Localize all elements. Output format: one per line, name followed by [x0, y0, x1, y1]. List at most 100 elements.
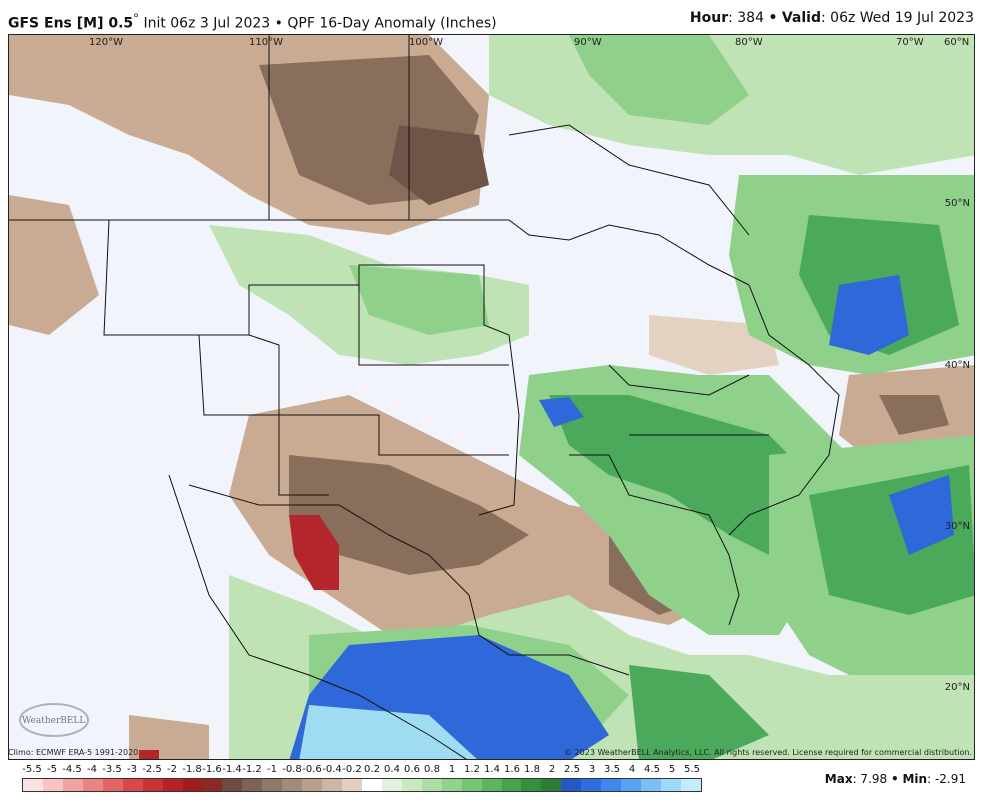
scale-swatch	[82, 779, 103, 791]
scale-label: 0.2	[364, 764, 380, 775]
max-min-stats: Max: 7.98 • Min: -2.91	[825, 772, 966, 786]
scale-label: 3.5	[604, 764, 620, 775]
title-bullet: •	[274, 15, 283, 32]
scale-swatch	[621, 779, 642, 791]
scale-label: 2.5	[564, 764, 580, 775]
scale-label: -0.2	[342, 764, 362, 775]
scale-swatch	[680, 779, 701, 791]
product-name: QPF 16-Day Anomaly (Inches)	[287, 15, 497, 32]
scale-label: 0.4	[384, 764, 400, 775]
scale-swatch	[302, 779, 323, 791]
scale-swatch	[322, 779, 342, 791]
scale-label: 2	[548, 764, 556, 775]
scale-swatch	[242, 779, 263, 791]
scale-swatch	[282, 779, 303, 791]
max-value: : 7.98	[852, 772, 888, 786]
scale-label: -4	[87, 764, 97, 775]
scale-swatch	[461, 779, 482, 791]
boundaries	[9, 35, 840, 759]
scale-label: -5.5	[22, 764, 42, 775]
scale-swatch	[62, 779, 83, 791]
scale-label: -3	[127, 764, 137, 775]
degree-symbol: °	[133, 11, 139, 25]
logo-text: WeatherBELL	[22, 716, 85, 726]
anomaly-map: 120°W 110°W 100°W 90°W 80°W 70°W 60°N 50…	[8, 34, 975, 760]
valid-bullet: •	[768, 10, 778, 26]
scale-swatch	[581, 779, 602, 791]
stats-bullet: •	[890, 772, 899, 786]
scale-label: 0.6	[404, 764, 420, 775]
scale-label: -1.4	[222, 764, 242, 775]
lon-label-110w: 110°W	[249, 37, 283, 48]
scale-labels: -5.5 -5 -4.5 -4 -3.5 -3 -2.5 -2 -1.8 -1.6 -1.4 -1.2…	[22, 764, 702, 776]
scale-label: 1.2	[464, 764, 480, 775]
scale-swatch	[162, 779, 183, 791]
lon-label-80w: 80°W	[735, 37, 763, 48]
scale-swatch	[361, 779, 382, 791]
scale-swatch	[122, 779, 143, 791]
scale-swatch	[601, 779, 622, 791]
scale-label: -1.2	[242, 764, 262, 775]
scale-swatch	[262, 779, 283, 791]
scale-swatch	[421, 779, 442, 791]
lat-label-60n: 60°N	[944, 37, 970, 48]
scale-label: 5.5	[684, 764, 700, 775]
scale-bar	[22, 778, 702, 792]
lon-label-120w: 120°W	[89, 37, 123, 48]
scale-swatch	[521, 779, 542, 791]
scale-label: -3.5	[102, 764, 122, 775]
scale-label: -4.5	[62, 764, 82, 775]
scale-swatch	[102, 779, 123, 791]
scale-swatch	[661, 779, 681, 791]
scale-label: -1.6	[202, 764, 222, 775]
scale-label: -1	[267, 764, 277, 775]
hour-label: Hour	[689, 10, 729, 26]
scale-swatch	[23, 779, 43, 791]
scale-swatch	[501, 779, 522, 791]
min-label: Min	[902, 772, 928, 786]
scale-swatch	[441, 779, 462, 791]
valid-value: : 06z Wed 19 Jul 2023	[821, 10, 974, 26]
scale-swatch	[401, 779, 422, 791]
scale-swatch	[42, 779, 63, 791]
lat-label-20n: 20°N	[944, 682, 970, 693]
scale-swatch	[381, 779, 402, 791]
color-scale: -5.5 -5 -4.5 -4 -3.5 -3 -2.5 -2 -1.8 -1.6 -1.4 -1.2…	[22, 764, 702, 794]
lat-label-30n: 30°N	[944, 521, 970, 532]
scale-label: 1.6	[504, 764, 520, 775]
scale-label: -1.8	[182, 764, 202, 775]
weatherbell-logo: WeatherBELL	[19, 703, 89, 737]
scale-label: -2	[167, 764, 177, 775]
scale-label: -5	[47, 764, 57, 775]
scale-swatch	[182, 779, 203, 791]
scale-label: 3	[588, 764, 596, 775]
scale-label: 0.8	[424, 764, 440, 775]
scale-label: 4.5	[644, 764, 660, 775]
scale-label: -2.5	[142, 764, 162, 775]
scale-label: 1.4	[484, 764, 500, 775]
valid-label: Valid	[781, 10, 821, 26]
lon-label-100w: 100°W	[409, 37, 443, 48]
scale-swatch	[142, 779, 163, 791]
heavy-rain-areas	[289, 275, 954, 759]
max-label: Max	[824, 772, 853, 786]
scale-swatch	[561, 779, 582, 791]
copyright-note: © 2023 WeatherBELL Analytics, LLC. All r…	[564, 748, 972, 757]
min-value: : -2.91	[927, 772, 966, 786]
lat-label-50n: 50°N	[944, 198, 970, 209]
scale-label: -0.6	[302, 764, 322, 775]
map-title: GFS Ens [M] 0.5° Init 06z 3 Jul 2023 • Q…	[8, 10, 497, 32]
forecast-valid-info: Hour: 384 • Valid: 06z Wed 19 Jul 2023	[690, 10, 974, 26]
hour-value: : 384	[728, 10, 764, 26]
scale-label: 1.8	[524, 764, 540, 775]
climo-note: Climo: ECMWF ERA-5 1991-2020	[8, 748, 139, 757]
map-canvas	[9, 35, 974, 759]
lon-label-70w: 70°W	[896, 37, 924, 48]
scale-label: -0.4	[322, 764, 342, 775]
scale-swatch	[222, 779, 243, 791]
scale-swatch	[202, 779, 223, 791]
scale-swatch	[481, 779, 502, 791]
scale-swatch	[641, 779, 661, 791]
scale-label: 1	[448, 764, 456, 775]
init-time: Init 06z 3 Jul 2023	[143, 15, 271, 32]
